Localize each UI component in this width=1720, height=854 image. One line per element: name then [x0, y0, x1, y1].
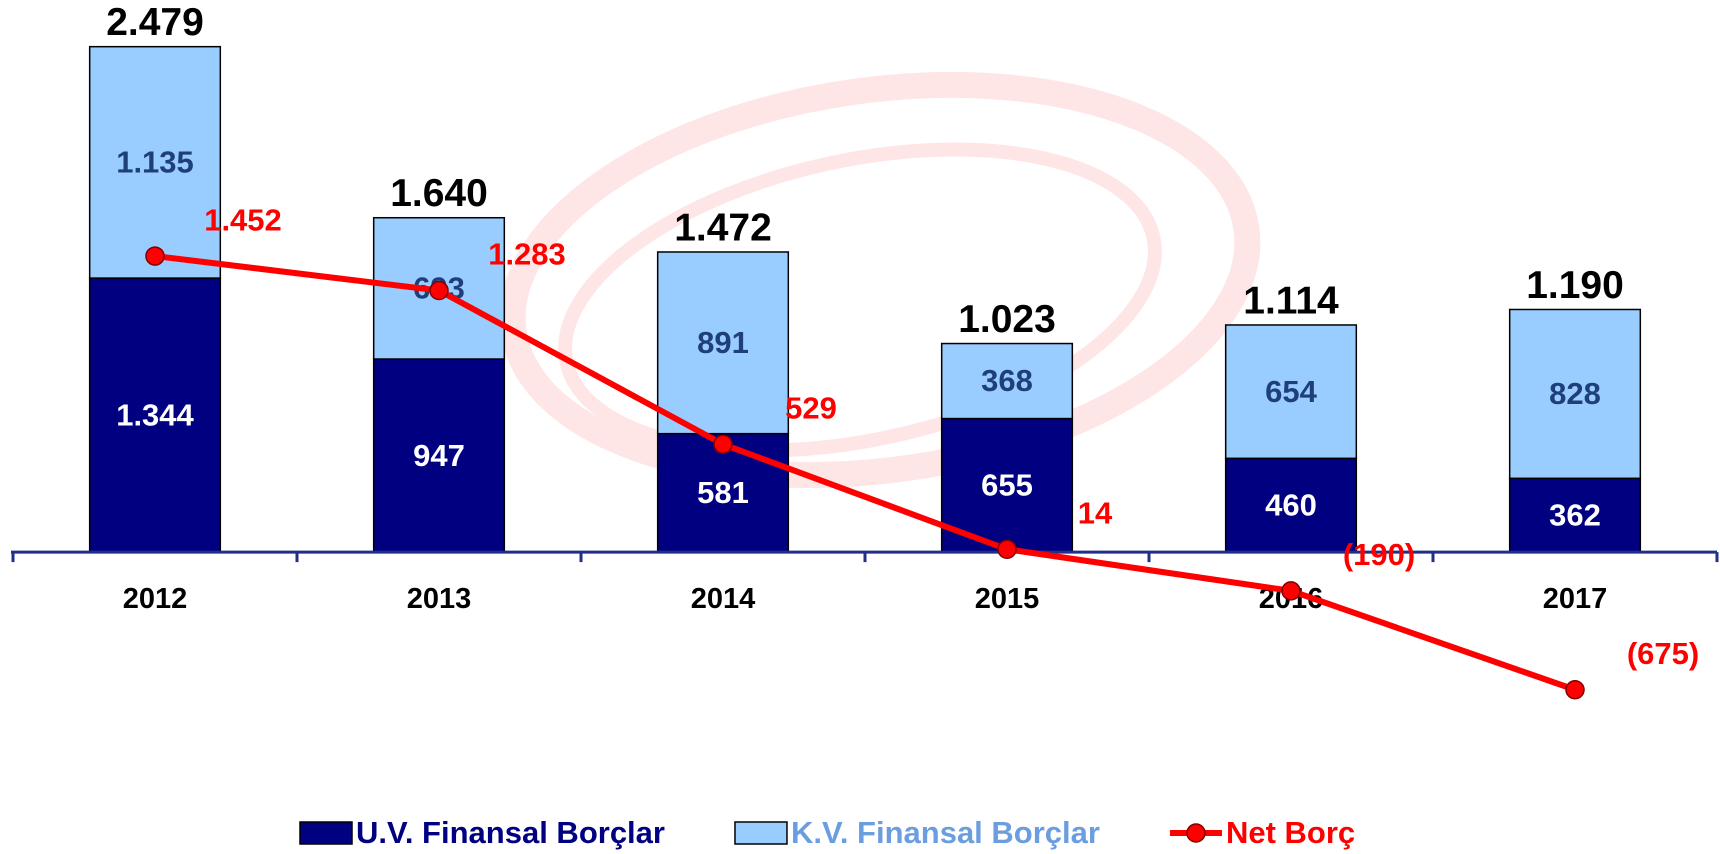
total-label: 1.114 — [1243, 279, 1339, 322]
x-tick-label: 2012 — [123, 583, 188, 615]
bar-segment — [372, 358, 506, 553]
line-marker — [145, 246, 165, 266]
x-tick-label: 2017 — [1543, 583, 1608, 615]
bar-segment — [88, 277, 222, 553]
data-label: 362 — [1549, 497, 1601, 532]
line-marker — [429, 280, 449, 301]
data-label: 14 — [1078, 495, 1113, 530]
line-marker — [1565, 679, 1585, 700]
bar-segment — [88, 45, 222, 279]
data-label: 1.135 — [116, 145, 194, 180]
data-label: (190) — [1343, 537, 1415, 572]
x-tick-label: 2015 — [975, 583, 1040, 615]
bar-segment — [1508, 477, 1642, 553]
line-marker — [997, 539, 1017, 560]
bar-segment — [1224, 457, 1358, 553]
data-label: 654 — [1265, 374, 1317, 409]
net-line — [154, 253, 1576, 693]
data-label: 947 — [413, 438, 465, 473]
legend-swatch — [299, 821, 353, 845]
bar-segment — [940, 417, 1074, 553]
data-label: 368 — [981, 363, 1033, 398]
data-label: 828 — [1549, 376, 1601, 411]
data-label: (675) — [1627, 636, 1699, 671]
x-tick-label: 2013 — [407, 583, 472, 615]
data-label: 529 — [785, 390, 837, 425]
total-label: 1.023 — [958, 298, 1056, 341]
total-label: 1.640 — [390, 172, 488, 215]
legend-item: Net Borç — [1169, 815, 1355, 850]
data-label: 1.283 — [488, 237, 566, 272]
data-label: 581 — [697, 475, 749, 510]
legend-marker — [1186, 823, 1206, 843]
legend-label: Net Borç — [1226, 815, 1355, 850]
total-label: 1.472 — [674, 206, 772, 249]
total-label: 2.479 — [106, 1, 204, 44]
line-marker — [1281, 581, 1301, 601]
legend-swatch — [734, 821, 788, 845]
data-label: 460 — [1265, 487, 1317, 522]
bar-segment — [940, 342, 1074, 420]
data-label: 1.452 — [204, 202, 282, 237]
bar-segment — [656, 251, 790, 435]
x-tick-label: 2014 — [691, 583, 756, 615]
data-label: 891 — [697, 325, 749, 360]
data-label: 655 — [981, 468, 1033, 503]
line-marker — [713, 434, 733, 455]
legend-label: U.V. Finansal Borçlar — [356, 815, 665, 850]
bar-segment — [1508, 308, 1642, 480]
legend-label: K.V. Finansal Borçlar — [791, 815, 1100, 850]
total-label: 1.190 — [1526, 264, 1624, 307]
legend-item: U.V. Finansal Borçlar — [299, 815, 665, 850]
data-label: 1.344 — [116, 397, 194, 432]
watermark — [499, 71, 1261, 489]
bar-segment — [1224, 324, 1358, 460]
legend-item: K.V. Finansal Borçlar — [734, 815, 1100, 850]
